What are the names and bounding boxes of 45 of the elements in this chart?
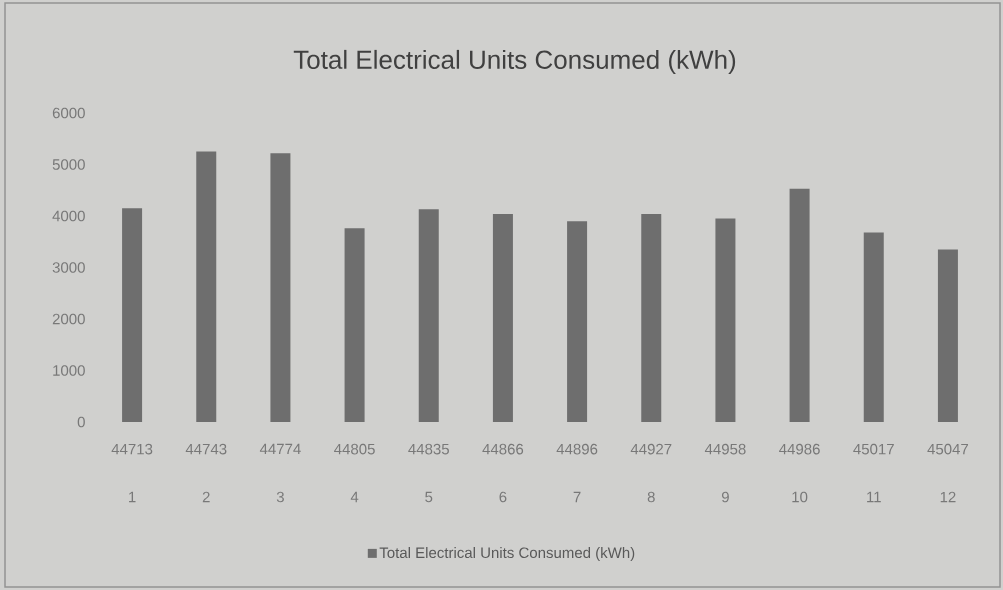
text: 8: [647, 491, 655, 503]
x-tick-label: 44958: [704, 443, 746, 455]
bar: [863, 232, 884, 422]
bar: [789, 188, 810, 422]
text: 2: [202, 491, 210, 503]
bar: [715, 218, 736, 422]
bar: [567, 221, 588, 422]
x-tick-label: 44896: [556, 443, 598, 455]
text: 12: [940, 491, 956, 503]
bar: [492, 213, 513, 422]
y-tick-label: 0: [77, 416, 85, 428]
y-tick-label: 5000: [52, 159, 85, 170]
bar: [641, 213, 662, 422]
text: 11: [867, 491, 881, 503]
x-tick-label: 44805: [334, 443, 375, 455]
bar: [344, 228, 365, 422]
bar: [418, 209, 439, 422]
y-tick-label: 6000: [52, 107, 85, 119]
bar: [122, 208, 143, 422]
text: 4: [350, 491, 359, 503]
x-tick-label: 44743: [185, 443, 227, 455]
x-tick-label: 45047: [927, 443, 969, 455]
bar: [196, 151, 217, 422]
bar: [270, 153, 291, 422]
text: 6: [499, 491, 507, 503]
x-tick-label: 45017: [853, 443, 894, 455]
x-tick-label: 44866: [482, 443, 524, 455]
text: 3: [276, 491, 284, 503]
text: 1: [129, 491, 136, 503]
text: 7: [573, 491, 581, 503]
bar: [937, 249, 958, 422]
text: 5: [425, 491, 433, 503]
chart-title: Total Electrical Units Consumed (kWh): [293, 49, 736, 75]
y-tick-label: 3000: [52, 262, 85, 273]
x-tick-label: 44774: [259, 443, 301, 455]
y-tick-label: 4000: [52, 210, 85, 222]
x-tick-label: 44927: [630, 443, 672, 455]
x-tick-label: 44986: [779, 443, 820, 455]
y-tick-label: 2000: [52, 313, 85, 325]
x-tick-label: 44835: [408, 443, 449, 455]
y-tick-label: 1000: [53, 365, 85, 376]
text: 10: [792, 491, 808, 503]
legend-label: Total Electrical Units Consumed (kWh): [379, 547, 635, 561]
text: 9: [721, 491, 729, 503]
x-tick-label: 44713: [111, 443, 153, 455]
